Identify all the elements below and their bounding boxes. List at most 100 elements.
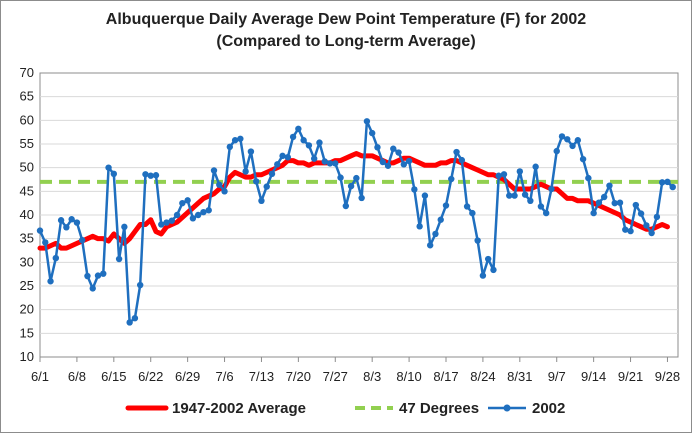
- legend-label-2002: 2002: [532, 400, 565, 417]
- data-point-2002: [252, 178, 260, 185]
- data-point-2002: [643, 222, 650, 229]
- legend-label-47-degrees: 47 Degrees: [399, 400, 479, 417]
- data-point-2002: [52, 254, 60, 262]
- data-point-2002: [295, 125, 302, 133]
- y-tick-labels: 10 15 20 25 30 35 40 45 50 55 60 65 70: [20, 65, 34, 364]
- data-point-2002: [289, 133, 297, 141]
- data-point-2002: [47, 278, 54, 285]
- data-point-2002: [426, 242, 434, 249]
- data-point-2002: [337, 174, 344, 181]
- y-tick-label: 70: [20, 65, 34, 80]
- x-tick-label: 6/1: [31, 369, 49, 384]
- data-point-2002: [453, 148, 460, 156]
- data-point-2002: [247, 148, 255, 155]
- data-point-2002: [527, 197, 534, 204]
- data-point-2002: [405, 157, 413, 165]
- data-point-2002: [521, 191, 529, 198]
- x-tick-label: 6/8: [68, 369, 86, 384]
- chart-title: Albuquerque Daily Average Dew Point Temp…: [105, 11, 587, 28]
- x-tick-label: 9/14: [581, 369, 606, 384]
- chart-title-block: Albuquerque Daily Average Dew Point Temp…: [0, 9, 692, 53]
- data-point-2002: [63, 224, 70, 231]
- data-point-2002: [115, 255, 123, 263]
- data-point-2002: [147, 172, 154, 179]
- data-point-2002: [89, 285, 96, 292]
- data-point-2002: [126, 319, 133, 326]
- data-point-2002: [637, 210, 645, 217]
- data-point-2002: [463, 203, 471, 210]
- data-point-2002: [284, 154, 292, 161]
- data-point-2002: [368, 129, 376, 137]
- data-point-2002: [237, 135, 244, 142]
- data-point-2002: [205, 207, 212, 214]
- data-point-2002: [532, 163, 539, 170]
- data-point-2002: [448, 175, 455, 183]
- data-point-2002: [416, 223, 423, 230]
- data-point-2002: [100, 270, 107, 277]
- data-point-2002: [347, 182, 355, 190]
- data-point-2002: [136, 281, 144, 289]
- x-tick-label: 8/17: [433, 369, 458, 384]
- data-point-2002: [142, 171, 149, 178]
- y-tick-label: 50: [20, 160, 34, 175]
- data-point-2002: [268, 170, 276, 178]
- x-tick-label: 9/28: [655, 369, 680, 384]
- data-point-2002: [490, 266, 497, 274]
- data-point-2002: [189, 215, 197, 222]
- data-point-2002: [168, 217, 176, 224]
- data-point-2002: [579, 155, 587, 163]
- data-point-2002: [569, 142, 576, 150]
- data-point-2002: [384, 162, 392, 169]
- series-line-1947-2002-average: [37, 150, 670, 251]
- data-point-2002: [121, 223, 128, 231]
- y-tick-label: 10: [20, 349, 34, 364]
- data-point-2002: [358, 194, 365, 202]
- data-point-2002: [479, 272, 487, 279]
- y-tick-label: 30: [20, 254, 34, 269]
- x-tick-label: 8/24: [470, 369, 495, 384]
- data-point-2002: [326, 160, 334, 167]
- y-tick-label: 45: [20, 183, 34, 198]
- chart-subtitle: (Compared to Long-term Average): [216, 33, 476, 50]
- data-point-2002: [242, 168, 249, 175]
- data-point-2002: [500, 171, 508, 178]
- data-point-2002: [200, 208, 207, 216]
- data-point-2002: [152, 172, 160, 179]
- x-tick-label: 7/27: [323, 369, 348, 384]
- data-point-2002: [184, 197, 191, 204]
- data-point-2002: [442, 202, 450, 209]
- data-point-2002: [226, 143, 234, 151]
- legend: 1947-2002 Average 47 Degrees 2002: [125, 400, 565, 417]
- x-tick-label: 9/21: [618, 369, 643, 384]
- x-tick-label: 6/22: [138, 369, 163, 384]
- data-point-2002: [606, 182, 613, 189]
- x-tick-label: 6/29: [175, 369, 200, 384]
- data-point-2002: [664, 178, 671, 186]
- data-point-2002: [374, 144, 381, 151]
- y-tick-label: 55: [20, 136, 34, 151]
- data-point-2002: [363, 118, 371, 125]
- data-point-2002: [627, 227, 634, 235]
- series-group: [36, 118, 678, 326]
- data-point-2002: [495, 172, 502, 179]
- data-point-2002: [263, 183, 270, 190]
- data-point-2002: [258, 197, 265, 204]
- data-point-2002: [395, 149, 402, 156]
- data-point-2002: [469, 209, 476, 217]
- data-point-2002: [379, 158, 386, 166]
- x-tick-label: 9/7: [548, 369, 566, 384]
- data-point-2002: [648, 229, 655, 237]
- x-tick-label: 7/13: [249, 369, 274, 384]
- y-tick-label: 40: [20, 207, 34, 222]
- data-point-2002: [163, 219, 170, 226]
- data-point-2002: [611, 199, 618, 207]
- data-point-2002: [231, 137, 239, 144]
- data-point-2002: [511, 192, 518, 199]
- data-point-2002: [68, 216, 75, 223]
- y-tick-label: 25: [20, 278, 34, 293]
- data-point-2002: [216, 181, 223, 188]
- data-point-2002: [590, 209, 597, 217]
- data-point-2002: [274, 161, 281, 168]
- data-point-2002: [600, 193, 608, 201]
- data-point-2002: [332, 160, 339, 167]
